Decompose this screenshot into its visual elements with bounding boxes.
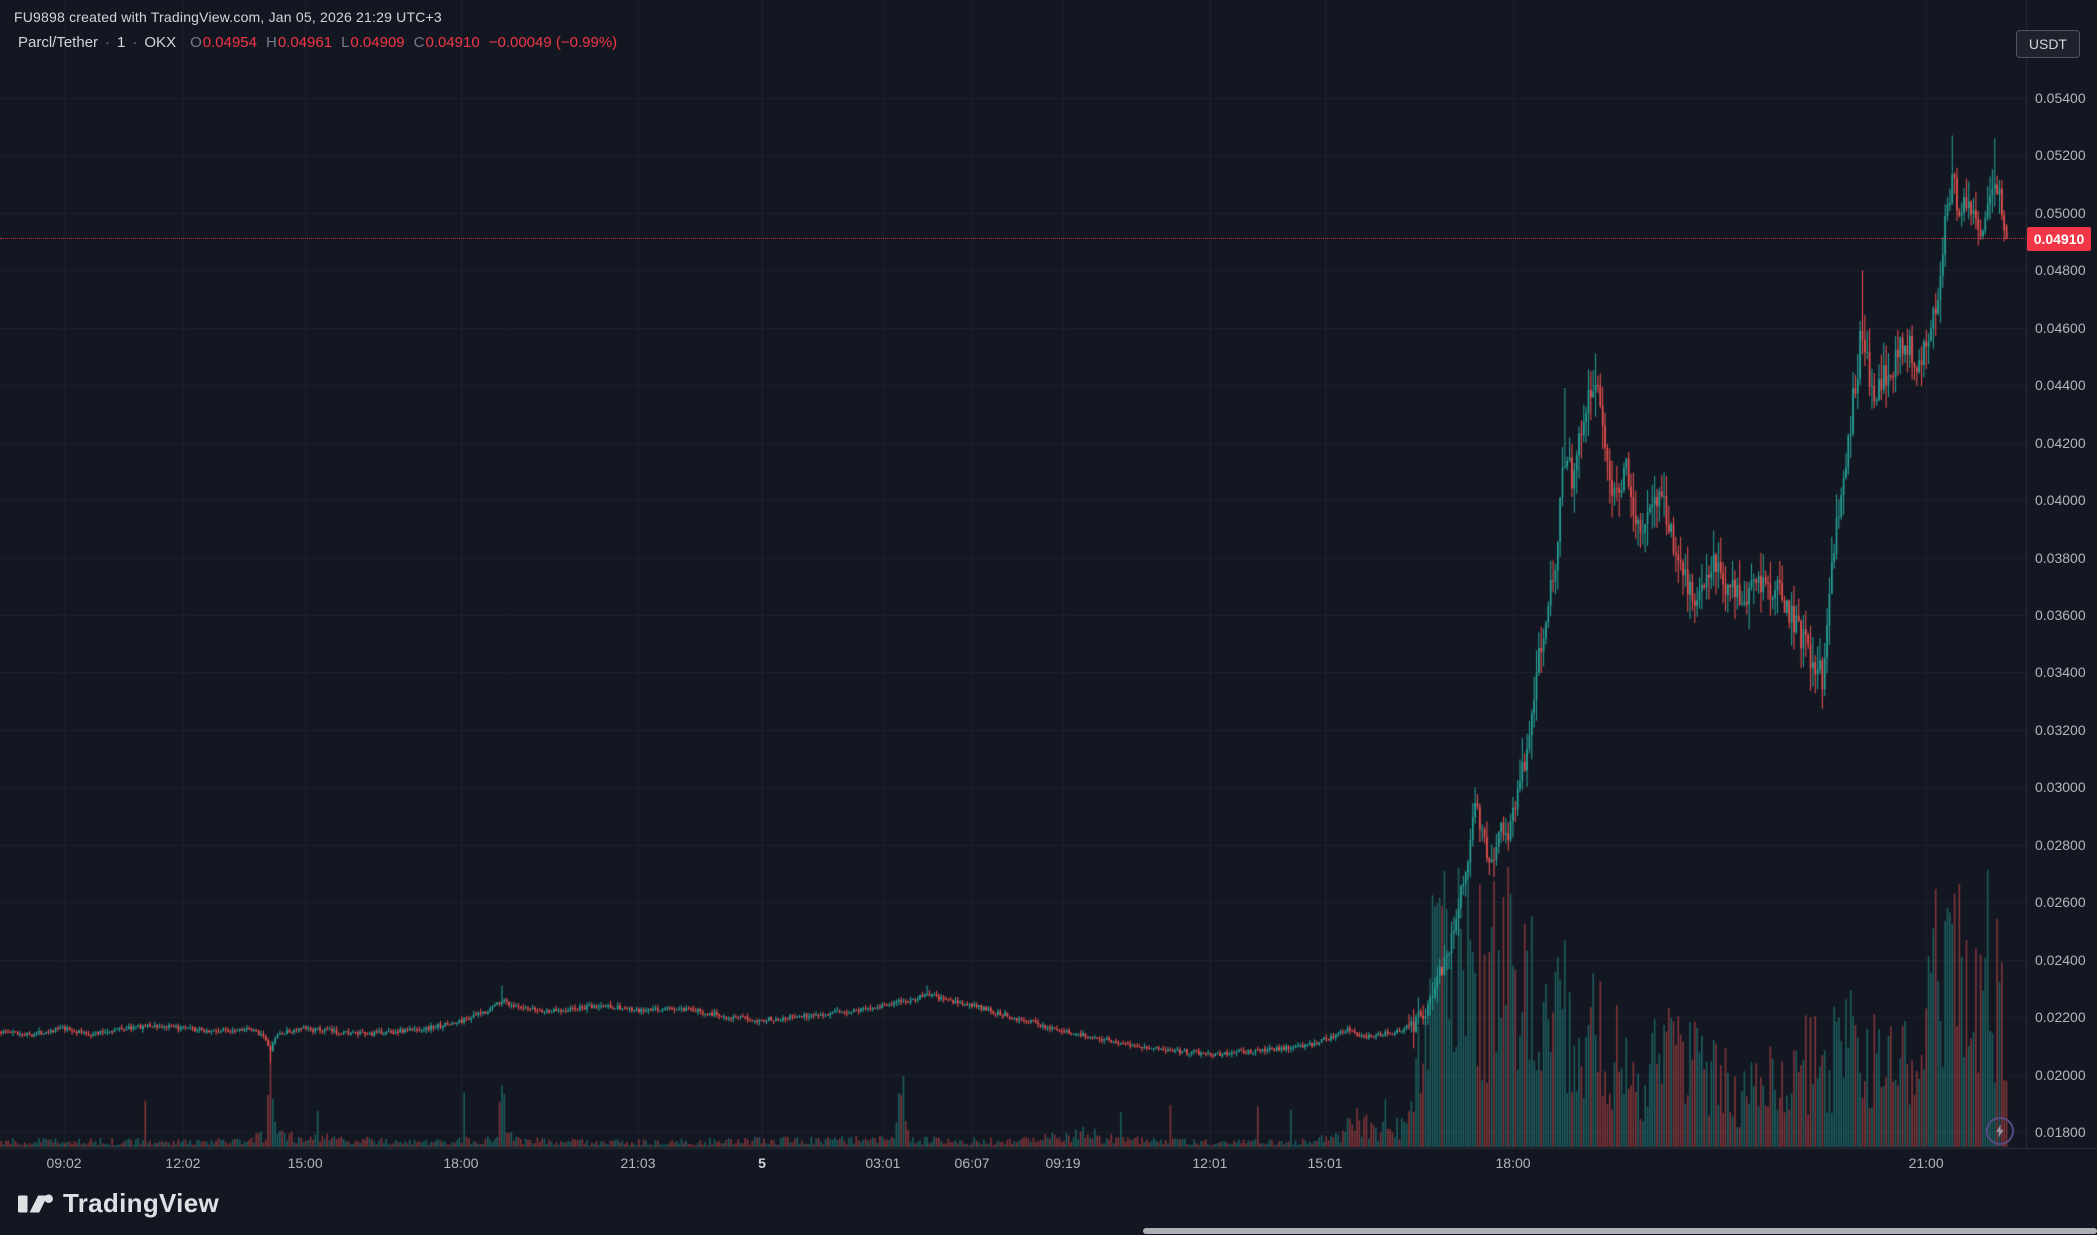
price-tick-label: 0.03800 xyxy=(2035,549,2086,566)
time-tick-label: 09:02 xyxy=(46,1155,82,1171)
price-tick-label: 0.05000 xyxy=(2035,204,2086,221)
legend-separator: · xyxy=(105,34,111,51)
price-tick-label: 0.04800 xyxy=(2035,262,2086,279)
time-tick-label: 21:00 xyxy=(1908,1155,1944,1171)
time-tick-label: 06:07 xyxy=(954,1155,990,1171)
time-tick-label: 15:01 xyxy=(1307,1155,1343,1171)
change-label: −0.00049 (−0.99%) xyxy=(488,34,618,51)
price-tick-label: 0.02600 xyxy=(2035,894,2086,911)
tradingview-logo[interactable]: TradingView xyxy=(18,1188,219,1219)
price-tick-label: 0.05200 xyxy=(2035,147,2086,164)
legend-close: C0.04910 xyxy=(413,34,480,51)
symbol-title[interactable]: Parcl/Tether xyxy=(18,34,99,51)
time-axis[interactable]: 09:02 12:02 15:00 18:00 21:03 5 03:01 06:07 09:1… xyxy=(0,1148,2026,1178)
time-tick-label: 03:01 xyxy=(865,1155,901,1171)
legend-open: O0.04954 xyxy=(190,34,257,51)
price-tick-label: 0.01800 xyxy=(2035,1124,2086,1140)
last-price-line xyxy=(0,238,2026,240)
legend-high: H0.04961 xyxy=(265,34,333,51)
currency-button[interactable]: USDT xyxy=(2015,30,2080,58)
price-tick-label: 0.04000 xyxy=(2035,492,2086,509)
tradingview-logo-icon xyxy=(18,1193,53,1212)
legend-low: L0.04909 xyxy=(341,34,405,51)
time-tick-label: 12:02 xyxy=(165,1155,201,1171)
time-tick-label: 12:01 xyxy=(1192,1155,1228,1171)
time-tick-label: 5 xyxy=(758,1155,766,1171)
symbol-legend: Parcl/Tether · 1 · OKX O0.04954 H0.04961… xyxy=(18,34,617,51)
price-tick-label: 0.02200 xyxy=(2035,1009,2086,1026)
exchange-label: OKX xyxy=(144,34,177,51)
price-tick-label: 0.03200 xyxy=(2035,721,2086,738)
price-axis[interactable]: 0.05400 0.05200 0.05000 0.04800 0.04600 0.044… xyxy=(2026,0,2097,1148)
price-tick-label: 0.04200 xyxy=(2035,434,2086,451)
price-tick-label: 0.03000 xyxy=(2035,779,2086,796)
last-price-label: 0.04910 xyxy=(2027,226,2091,251)
time-tick-label: 09:19 xyxy=(1045,1155,1081,1171)
price-tick-label: 0.02000 xyxy=(2035,1066,2086,1083)
lightning-icon xyxy=(1996,1124,2004,1138)
price-tick-label: 0.05400 xyxy=(2035,90,2086,106)
price-tick-label: 0.03400 xyxy=(2035,664,2086,681)
realtime-status-button[interactable] xyxy=(1986,1117,2014,1145)
price-tick-label: 0.02400 xyxy=(2035,951,2086,968)
tradingview-logo-text: TradingView xyxy=(63,1188,219,1218)
price-tick-label: 0.04400 xyxy=(2035,377,2086,394)
price-tick-label: 0.03600 xyxy=(2035,607,2086,623)
time-tick-label: 18:00 xyxy=(1495,1155,1531,1171)
attribution-text: FU9898 created with TradingView.com, Jan… xyxy=(14,9,442,25)
ohlc-values: O0.04954 H0.04961 L0.04909 C0.04910 xyxy=(190,34,480,51)
time-tick-label: 18:00 xyxy=(443,1155,479,1171)
legend-separator: · xyxy=(132,34,138,51)
time-tick-label: 21:03 xyxy=(620,1155,656,1171)
interval-label[interactable]: 1 xyxy=(117,34,126,51)
price-tick-label: 0.02800 xyxy=(2035,836,2086,853)
price-tick-label: 0.04600 xyxy=(2035,319,2086,336)
scrollbar[interactable] xyxy=(1143,1228,2097,1234)
time-tick-label: 15:00 xyxy=(287,1155,323,1171)
